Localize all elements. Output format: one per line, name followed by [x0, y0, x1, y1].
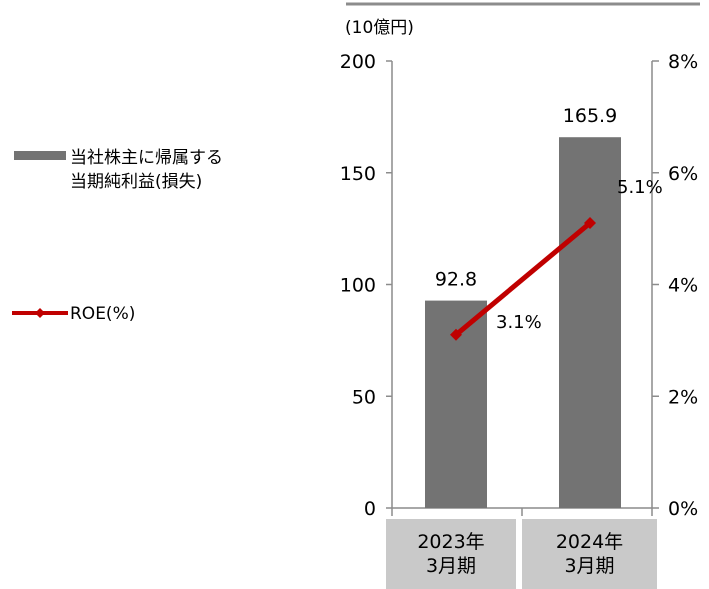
right-tick-label-8: 8% — [668, 51, 698, 73]
category-2024-line1: 2024年 — [555, 531, 624, 553]
left-tick-label-50: 50 — [352, 386, 376, 408]
legend-bar-label-line1: 当社株主に帰属する — [70, 148, 223, 168]
bar-label-1: 165.9 — [563, 105, 617, 127]
legend-bar-swatch — [14, 151, 66, 160]
category-2023-line1: 2023年 — [417, 531, 485, 553]
category-box-2023: 2023年 3月期 — [386, 519, 516, 589]
right-tick-label-4: 4% — [668, 275, 698, 297]
roe-line — [450, 217, 596, 341]
right-tick-label-6: 6% — [668, 163, 698, 185]
roe-label-1: 5.1% — [617, 177, 663, 198]
category-2024-line2: 3月期 — [564, 555, 615, 577]
data-labels: 92.8 165.9 3.1% 5.1% — [435, 105, 663, 333]
bar-label-0: 92.8 — [435, 269, 477, 291]
roe-marker-1 — [584, 217, 596, 230]
roe-label-0: 3.1% — [496, 312, 542, 333]
left-tick-label-100: 100 — [340, 275, 376, 297]
category-box-2024: 2024年 3月期 — [522, 519, 657, 589]
right-tick-label-2: 2% — [668, 386, 698, 408]
roe-line-path — [454, 221, 592, 337]
category-2023-line2: 3月期 — [425, 555, 477, 577]
legend-line-marker — [35, 308, 45, 318]
legend-bar-label: 当社株主に帰属する 当期純利益(損失) — [70, 146, 223, 194]
roe-marker-0 — [450, 328, 462, 341]
bar-1 — [559, 137, 621, 508]
legend-line-label: ROE(%) — [70, 304, 136, 324]
left-y-axis: 0 50 100 150 200 — [340, 51, 393, 520]
legend-bar-label-line2: 当期純利益(損失) — [70, 172, 203, 192]
right-tick-label-0: 0% — [668, 498, 698, 520]
left-tick-label-0: 0 — [364, 498, 376, 520]
left-tick-label-150: 150 — [340, 163, 376, 185]
unit-label: (10億円) — [345, 18, 414, 38]
right-y-axis: 0% 2% 4% 6% 8% — [651, 51, 698, 520]
legend-marks — [12, 151, 68, 318]
x-axis — [391, 507, 653, 516]
left-tick-label-200: 200 — [340, 51, 376, 73]
